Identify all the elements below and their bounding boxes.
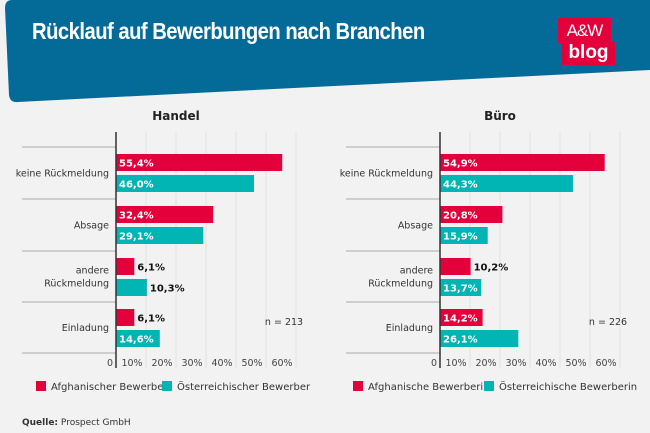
legend-label: Afghanischer Bewerber — [51, 382, 168, 393]
x-tick-label: 40% — [535, 358, 556, 369]
category-label: andere — [400, 266, 433, 277]
data-label: 29,1% — [119, 232, 154, 243]
logo: A&W — [558, 18, 611, 43]
page-title: Rücklauf auf Bewerbungen nach Branchen — [32, 18, 425, 44]
data-label: 32,4% — [119, 211, 154, 222]
data-label: 14,2% — [443, 314, 478, 325]
legend-label: Afghanische Bewerberin — [368, 382, 490, 393]
bar — [440, 258, 471, 275]
category-label: keine Rückmeldung — [340, 169, 433, 180]
x-tick-label: 50% — [241, 358, 262, 369]
x-tick-label: 0 — [431, 358, 437, 369]
sample-size-note: n = 226 — [589, 317, 627, 328]
data-label: 46,0% — [119, 180, 154, 191]
data-label: 55,4% — [119, 159, 154, 170]
bar — [440, 154, 605, 171]
bar — [440, 279, 482, 296]
bar — [116, 154, 283, 171]
chart-title: Büro — [484, 109, 516, 123]
bar — [116, 279, 147, 296]
bar — [116, 175, 254, 192]
legend-swatch — [484, 381, 494, 391]
bar — [440, 227, 488, 244]
sample-size-note: n = 213 — [265, 317, 303, 328]
category-label: Einladung — [386, 323, 433, 334]
category-label: andere — [76, 266, 109, 277]
data-label: 10,3% — [150, 284, 185, 295]
category-label: Absage — [398, 221, 433, 232]
bar — [440, 309, 483, 326]
bar — [116, 258, 135, 275]
data-label: 10,2% — [474, 263, 509, 274]
data-label: 44,3% — [443, 180, 478, 191]
data-label: 6,1% — [137, 263, 165, 274]
category-label: Einladung — [62, 323, 109, 334]
category-label: Absage — [74, 221, 109, 232]
bar — [116, 227, 204, 244]
legend-label: Österreichischer Bewerber — [177, 380, 311, 393]
bar — [440, 175, 573, 192]
chart-title: Handel — [152, 109, 200, 123]
header-band — [5, 0, 650, 103]
x-tick-label: 20% — [475, 358, 496, 369]
legend-swatch — [162, 381, 172, 391]
category-label: keine Rückmeldung — [16, 169, 109, 180]
bar — [116, 309, 135, 326]
data-label: 54,9% — [443, 159, 478, 170]
x-tick-label: 60% — [271, 358, 292, 369]
data-label: 14,6% — [119, 335, 154, 346]
x-tick-label: 10% — [445, 358, 466, 369]
category-label: Rückmeldung — [368, 279, 433, 290]
data-label: 13,7% — [443, 284, 478, 295]
source-value: Prospect GmbH — [60, 418, 131, 428]
source-label: Quelle: — [22, 418, 59, 428]
category-label: Rückmeldung — [44, 279, 109, 290]
data-label: 6,1% — [137, 314, 165, 325]
x-tick-label: 10% — [121, 358, 142, 369]
bar — [440, 330, 519, 347]
x-tick-label: 50% — [565, 358, 586, 369]
source: Quelle: Prospect GmbH — [22, 418, 131, 428]
bar — [116, 330, 160, 347]
x-tick-label: 40% — [211, 358, 232, 369]
x-tick-label: 0 — [107, 358, 113, 369]
logo-blog: blog — [562, 42, 615, 65]
x-tick-label: 30% — [181, 358, 202, 369]
bar — [116, 206, 214, 223]
data-label: 20,8% — [443, 211, 478, 222]
data-label: 26,1% — [443, 335, 478, 346]
x-tick-label: 60% — [595, 358, 616, 369]
x-tick-label: 20% — [151, 358, 172, 369]
legend-swatch — [36, 381, 46, 391]
bar — [440, 206, 503, 223]
legend-swatch — [353, 381, 363, 391]
x-tick-label: 30% — [505, 358, 526, 369]
legend-label: Österreichische Bewerberin — [499, 380, 637, 393]
data-label: 15,9% — [443, 232, 478, 243]
